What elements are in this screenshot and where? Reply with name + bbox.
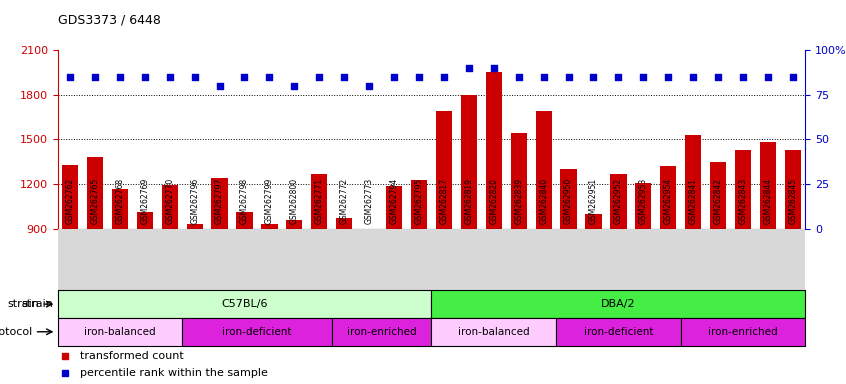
Point — [612, 74, 625, 80]
Bar — [236, 212, 253, 229]
Bar — [635, 183, 651, 229]
Bar — [585, 214, 602, 229]
Point — [512, 74, 525, 80]
Bar — [735, 150, 751, 229]
Bar — [311, 174, 327, 229]
Text: iron-balanced: iron-balanced — [84, 327, 156, 337]
Bar — [332, 318, 431, 346]
Bar — [87, 157, 103, 229]
Point — [88, 74, 102, 80]
Point — [686, 74, 700, 80]
Point — [188, 74, 201, 80]
Point — [338, 74, 351, 80]
Point — [662, 74, 675, 80]
Bar — [710, 162, 726, 229]
Text: iron-deficient: iron-deficient — [222, 327, 292, 337]
Bar — [556, 318, 681, 346]
Bar — [610, 174, 627, 229]
Bar — [411, 180, 427, 229]
Bar — [681, 318, 805, 346]
Bar — [431, 318, 556, 346]
Text: iron-deficient: iron-deficient — [584, 327, 653, 337]
Bar — [361, 229, 377, 236]
Bar — [62, 165, 78, 229]
Point — [362, 83, 376, 89]
Bar — [536, 111, 552, 229]
Bar — [436, 111, 452, 229]
Text: iron-enriched: iron-enriched — [347, 327, 416, 337]
Text: transformed count: transformed count — [80, 351, 184, 361]
Point — [437, 74, 451, 80]
Point — [487, 65, 501, 71]
Bar — [461, 95, 477, 229]
Text: GDS3373 / 6448: GDS3373 / 6448 — [58, 14, 161, 27]
Point — [387, 74, 401, 80]
Point — [562, 74, 575, 80]
Bar — [186, 224, 203, 229]
Text: percentile rank within the sample: percentile rank within the sample — [80, 368, 268, 378]
Point — [736, 74, 750, 80]
Text: DBA/2: DBA/2 — [602, 299, 635, 309]
Bar — [486, 72, 502, 229]
Text: iron-enriched: iron-enriched — [708, 327, 777, 337]
Point — [238, 74, 251, 80]
Text: strain: strain — [8, 299, 39, 309]
Point — [636, 74, 650, 80]
Bar — [182, 318, 332, 346]
Bar — [212, 178, 228, 229]
Bar — [511, 133, 527, 229]
Point — [163, 74, 177, 80]
Point — [138, 74, 151, 80]
Bar — [685, 135, 701, 229]
Text: strain: strain — [21, 299, 53, 309]
Point — [113, 74, 127, 80]
Text: iron-balanced: iron-balanced — [458, 327, 530, 337]
Bar — [560, 169, 577, 229]
Bar — [785, 150, 801, 229]
Bar — [660, 166, 677, 229]
Bar — [431, 290, 805, 318]
Point — [462, 65, 475, 71]
Point — [711, 74, 725, 80]
Bar — [162, 185, 178, 229]
Point — [63, 74, 77, 80]
Bar — [58, 290, 431, 318]
Bar — [386, 185, 402, 229]
Point — [213, 83, 227, 89]
Bar — [261, 224, 277, 229]
Point — [262, 74, 276, 80]
Point — [288, 83, 301, 89]
Bar — [112, 189, 128, 229]
Point — [537, 74, 551, 80]
Bar — [58, 318, 182, 346]
Point — [312, 74, 326, 80]
Bar — [137, 212, 153, 229]
Point — [786, 74, 799, 80]
Text: C57BL/6: C57BL/6 — [222, 299, 267, 309]
Point — [587, 74, 601, 80]
Point — [761, 74, 775, 80]
Point — [412, 74, 426, 80]
Bar — [336, 218, 352, 229]
Bar — [760, 142, 776, 229]
Text: protocol: protocol — [0, 327, 32, 337]
Bar — [286, 220, 303, 229]
